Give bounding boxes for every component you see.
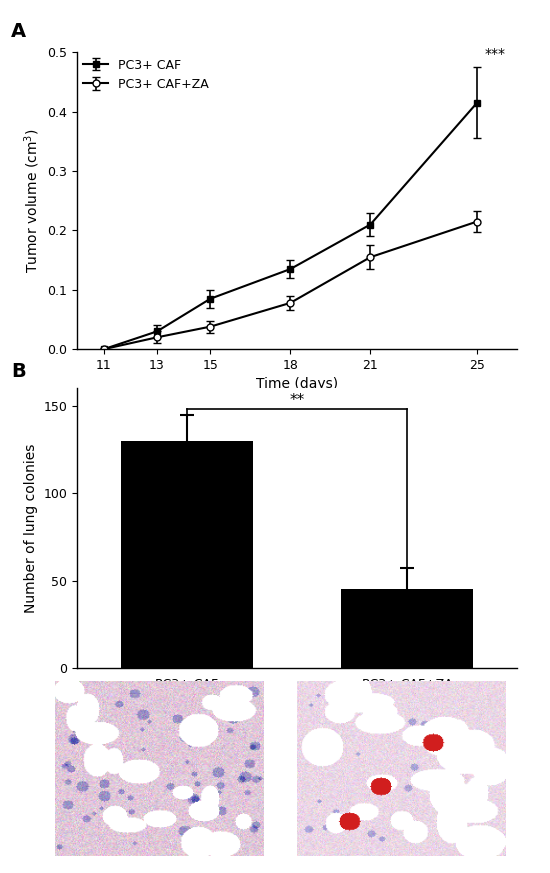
Text: **: ** — [289, 393, 305, 408]
Y-axis label: Number of lung colonies: Number of lung colonies — [24, 443, 38, 613]
Y-axis label: Tumor volume (cm$^3$): Tumor volume (cm$^3$) — [22, 128, 42, 273]
Text: B: B — [11, 362, 26, 382]
Bar — [341, 589, 473, 668]
X-axis label: Time (days): Time (days) — [256, 377, 338, 391]
Text: A: A — [11, 22, 26, 41]
Text: ***: *** — [485, 47, 506, 61]
Bar — [121, 441, 253, 668]
Legend: PC3+ CAF, PC3+ CAF+ZA: PC3+ CAF, PC3+ CAF+ZA — [83, 58, 209, 91]
